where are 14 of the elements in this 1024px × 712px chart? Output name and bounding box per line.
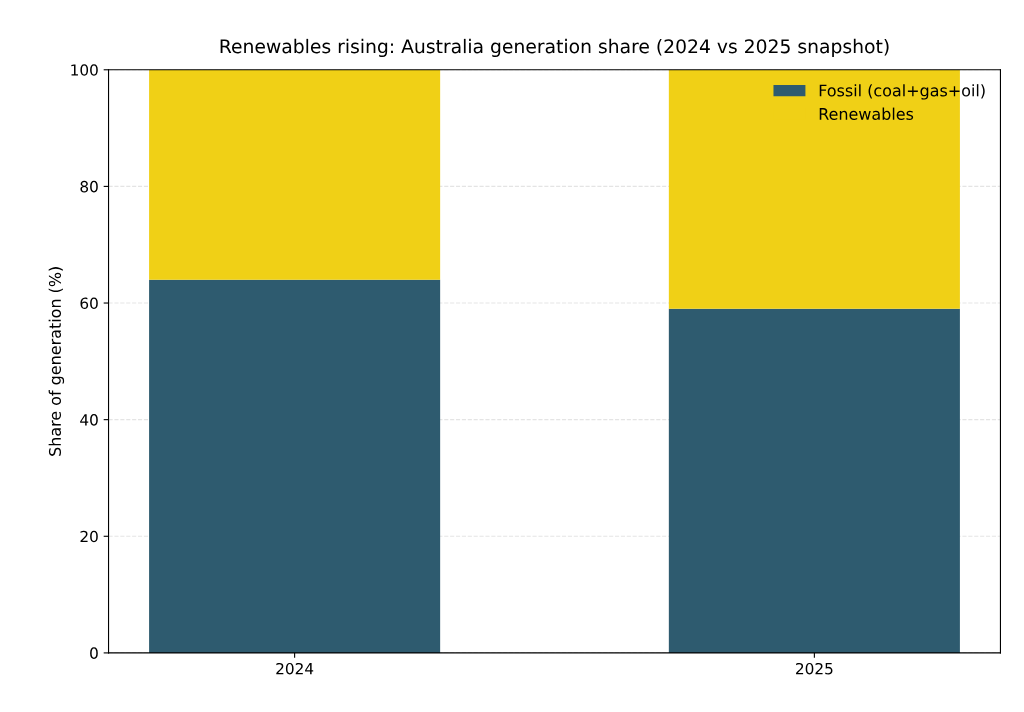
y-tick-label: 20 [80, 530, 98, 543]
y-tick-label: 100 [71, 64, 98, 76]
series-label: Renewables [819, 107, 914, 120]
x-tick-label: 2025 [796, 662, 833, 675]
y-tick-label: 0 [90, 647, 98, 659]
bar [149, 279, 441, 653]
bar [149, 69, 441, 280]
y-tick-label: 80 [80, 180, 98, 193]
bar [668, 308, 960, 653]
y-axis-title: Share of generation (%) [48, 267, 65, 456]
chart-title: Renewables rising: Australia generation share (2024 vs 2025 snapshot) [220, 38, 889, 58]
y-tick-label: 40 [80, 414, 98, 426]
x-tick-label: 2024 [276, 662, 314, 675]
y-tick-label: 60 [80, 297, 98, 310]
